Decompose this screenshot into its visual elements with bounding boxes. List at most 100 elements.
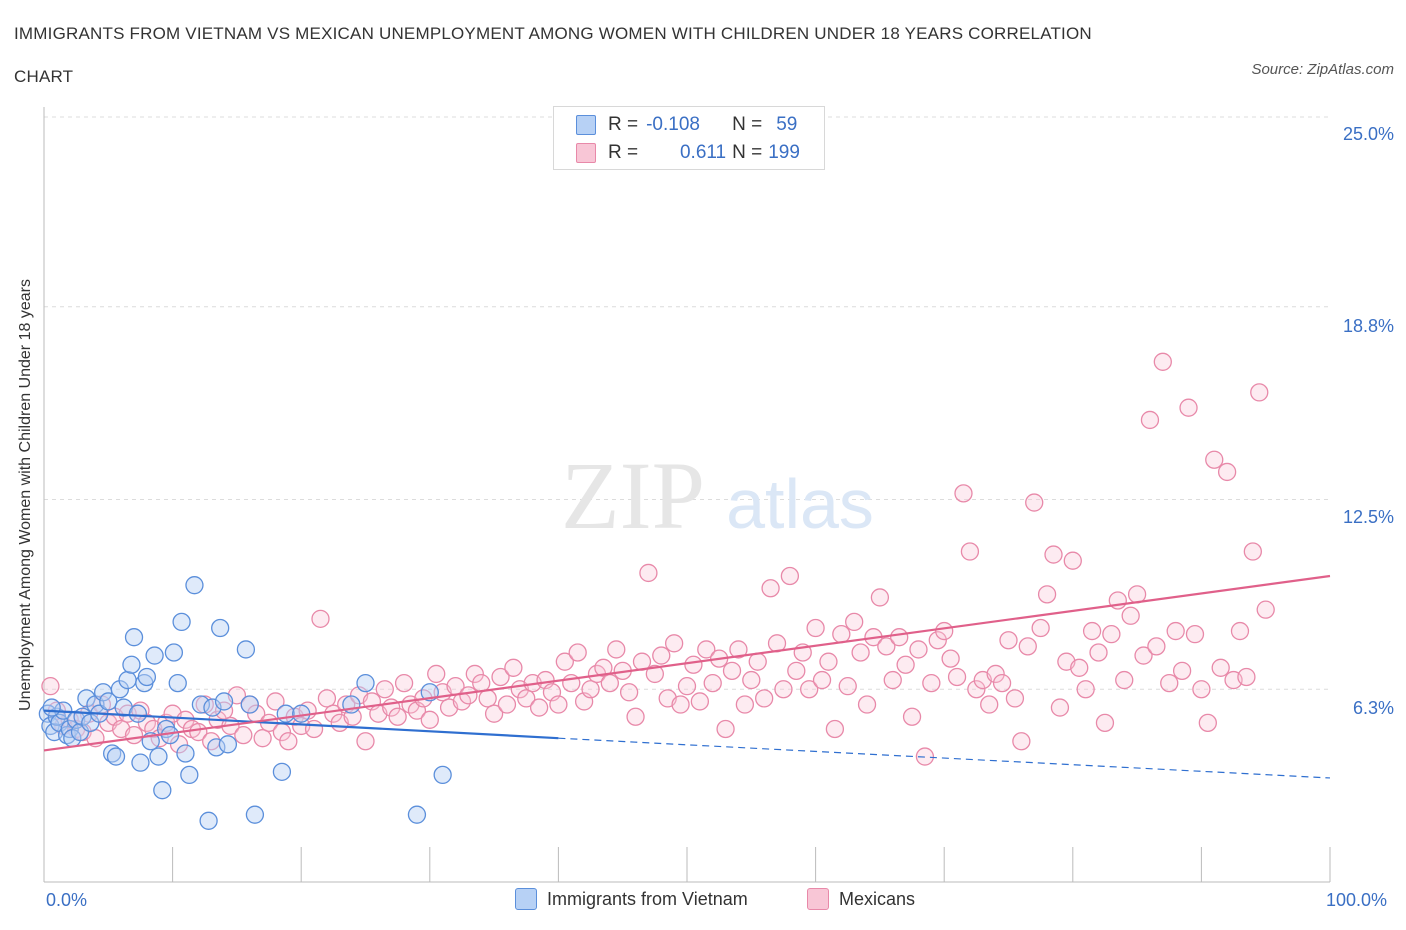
mexicans-point-97 (664, 634, 684, 653)
mexicans-point-30 (234, 725, 253, 745)
vietnam-points (38, 576, 452, 830)
mexicans-point-156 (1044, 545, 1063, 564)
mexicans-point-72 (504, 658, 523, 677)
mexicans-point-135 (909, 640, 928, 659)
legend-swatch-vietnam (576, 115, 596, 135)
mexicans-point-174 (1160, 673, 1179, 693)
watermark-zip: ZIP (561, 442, 705, 549)
mexicans-point-188 (1250, 383, 1269, 402)
axes (43, 107, 1331, 883)
mexicans-point-162 (1082, 621, 1102, 641)
source-credit: Source: ZipAtlas.com (1251, 61, 1394, 78)
mexicans-point-155 (1037, 585, 1057, 604)
mexicans-point-116 (787, 661, 806, 681)
vietnam-point-58 (433, 765, 452, 785)
vietnam-point-10 (70, 722, 90, 742)
mexicans-point-149 (999, 631, 1018, 650)
vietnam-point-47 (218, 735, 238, 754)
mexicans-point-41 (304, 719, 324, 739)
mexicans-point-118 (800, 680, 819, 699)
mexicans-point-132 (890, 628, 909, 647)
vietnam-point-39 (180, 765, 199, 785)
vietnam-point-50 (245, 805, 265, 824)
mexicans-point-115 (780, 566, 800, 586)
x-tick-label-max: 100.0% (1326, 890, 1388, 910)
vietnam-point-19 (106, 747, 126, 766)
legend: R = -0.108 N = 59 R = 0.611 N = 199 (553, 106, 825, 170)
chart-title-line2: CHART (14, 67, 74, 86)
mexicans-point-120 (812, 670, 832, 690)
mexicans-point-74 (517, 689, 536, 708)
mexicans-point-176 (1172, 661, 1192, 681)
vietnam-point-41 (191, 695, 211, 714)
mexicans-point-107 (729, 640, 748, 659)
mexicans-point-33 (253, 729, 272, 748)
mexicans-point-127 (857, 695, 877, 714)
vietnam-point-12 (77, 689, 96, 708)
mexicans-point-150 (1005, 689, 1025, 708)
mexicans-point-108 (735, 695, 755, 714)
vietnam-point-25 (128, 704, 148, 723)
mexicans-trend-line (43, 574, 1331, 752)
mexicans-point-173 (1153, 352, 1172, 371)
mexicans-point-49 (356, 732, 375, 751)
legend-row-mexicans: R = 0.611 N = 199 (576, 141, 800, 165)
y-tick-label-12-5: 12.5% (1342, 507, 1394, 527)
mexicans-point-37 (279, 732, 298, 751)
mexicans-point-179 (1192, 680, 1211, 699)
legend-swatch-mexicans (576, 143, 596, 163)
mexicans-point-70 (491, 667, 510, 687)
mexicans-point-138 (928, 631, 947, 650)
watermark-atlas: atlas (726, 465, 874, 543)
mexicans-point-123 (832, 624, 851, 644)
mexicans-point-109 (742, 670, 761, 690)
legend-r-value-vietnam: -0.108 (646, 114, 700, 135)
mexicans-point-187 (1243, 542, 1262, 561)
legend-r-label: R = (608, 114, 639, 135)
mexicans-point-111 (755, 689, 774, 708)
vietnam-trend-dashed (558, 737, 1331, 779)
vietnam-point-24 (124, 628, 144, 647)
mexicans-point-69 (484, 704, 504, 723)
legend-r-label: R = (608, 142, 639, 163)
vietnam-point-42 (199, 811, 218, 830)
mexicans-point-68 (478, 689, 497, 708)
mexicans-point-170 (1134, 646, 1153, 665)
mexicans-point-129 (870, 588, 890, 607)
mexicans-point-180 (1198, 713, 1217, 733)
mexicans-point-172 (1147, 637, 1166, 656)
vietnam-point-28 (137, 667, 157, 687)
x-tick-label-min: 0.0% (46, 890, 88, 910)
mexicans-point-139 (935, 621, 954, 641)
mexicans-point-182 (1211, 658, 1230, 677)
legend-n-value-vietnam: 59 (776, 114, 798, 135)
vietnam-point-38 (176, 744, 195, 763)
bottom-legend-swatch-vietnam (515, 888, 537, 910)
mexicans-point-90 (619, 683, 639, 702)
vietnam-point-30 (145, 646, 164, 665)
mexicans-point-148 (992, 673, 1012, 693)
mexicans-point-165 (1102, 624, 1121, 644)
mexicans-point-52 (375, 680, 394, 699)
vietnam-point-59 (42, 698, 61, 717)
y-tick-label-6-3: 6.3% (1352, 698, 1394, 718)
mexicans-point-122 (825, 719, 845, 739)
vietnam-point-23 (122, 655, 141, 674)
mexicans-point-71 (497, 695, 517, 714)
mexicans-point-144 (967, 680, 986, 699)
mexicans-point-121 (819, 652, 838, 671)
mexicans-point-103 (703, 673, 722, 693)
vietnam-point-45 (211, 618, 230, 638)
mexicans-point-112 (761, 579, 780, 598)
mexicans-points (41, 352, 1275, 766)
vietnam-point-51 (272, 762, 292, 781)
legend-n-value-mexicans: 199 (768, 142, 800, 163)
mexicans-point-141 (947, 667, 967, 687)
mexicans-point-125 (845, 612, 864, 632)
mexicans-point-93 (639, 563, 658, 583)
mexicans-point-67 (472, 673, 491, 693)
mexicans-point-154 (1031, 618, 1050, 638)
mexicans-point-101 (690, 692, 710, 711)
mexicans-point-100 (684, 655, 703, 674)
